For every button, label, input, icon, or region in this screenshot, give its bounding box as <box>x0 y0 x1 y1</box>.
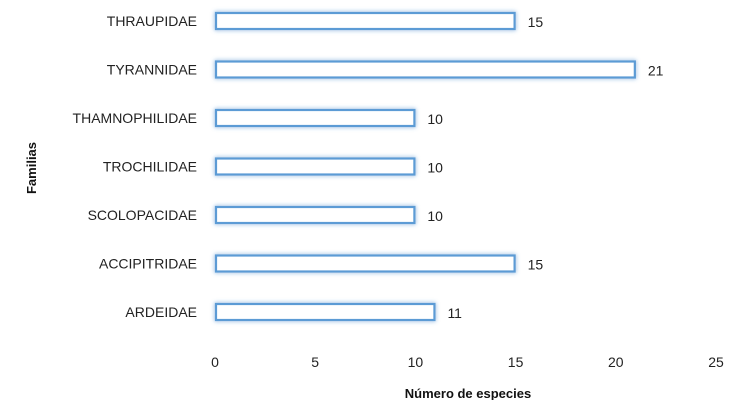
bar-ardeidae <box>214 302 436 322</box>
category-label-tyrannidae: TYRANNIDAE <box>107 62 197 78</box>
x-tick-label: 20 <box>608 354 624 370</box>
value-label-thraupidae: 15 <box>528 14 544 30</box>
value-label-tyrannidae: 21 <box>648 63 664 79</box>
bar-thraupidae <box>214 11 516 31</box>
category-label-thamnophilidae: THAMNOPHILIDAE <box>73 110 197 126</box>
bars-layer <box>214 11 636 322</box>
x-tick-label: 0 <box>211 354 219 370</box>
x-axis-ticks: 0 5 10 15 20 25 <box>211 354 724 370</box>
category-label-trochilidae: TROCHILIDAE <box>103 159 197 175</box>
value-label-ardeidae: 11 <box>447 305 462 321</box>
category-label-ardeidae: ARDEIDAE <box>125 304 197 320</box>
x-tick-label: 5 <box>311 354 319 370</box>
x-axis-title: Número de especies <box>405 386 531 400</box>
category-label-accipitridae: ACCIPITRIDAE <box>99 256 197 272</box>
value-label-accipitridae: 15 <box>528 257 544 273</box>
value-label-thamnophilidae: 10 <box>427 111 443 127</box>
bar-scolopacidae <box>214 205 416 225</box>
value-label-scolopacidae: 10 <box>427 208 443 224</box>
bar-accipitridae <box>214 254 516 273</box>
labels-layer: THRAUPIDAE 15 TYRANNIDAE 21 THAMNOPHILIDAE 10… <box>73 13 664 321</box>
value-label-trochilidae: 10 <box>427 160 443 176</box>
bar-thamnophilidae <box>214 108 416 128</box>
category-label-thraupidae: THRAUPIDAE <box>107 13 197 29</box>
x-tick-label: 15 <box>508 354 524 370</box>
x-tick-label: 10 <box>408 354 424 370</box>
y-axis-title: Familias <box>24 142 39 194</box>
bar-trochilidae <box>214 157 416 176</box>
category-label-scolopacidae: SCOLOPACIDAE <box>88 207 197 223</box>
bar-tyrannidae <box>214 60 636 79</box>
x-tick-label: 25 <box>708 354 724 370</box>
